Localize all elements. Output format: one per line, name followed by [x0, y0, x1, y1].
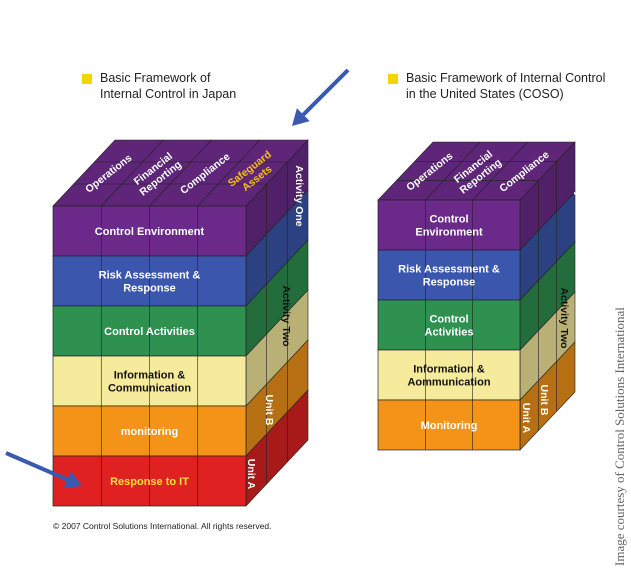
japan-side-label-text: Unit A: [245, 459, 257, 490]
japan-layer-label: Communication: [108, 382, 191, 394]
coso-layer-3: [377, 349, 521, 401]
coso-layer-4: [377, 399, 521, 451]
coso-layer-label: Response: [423, 276, 476, 288]
legend-coso: Basic Framework of Internal Control in t…: [388, 70, 605, 102]
coso-layer-1: [377, 249, 521, 301]
legend-swatch: [82, 74, 92, 84]
coso-layer-2: [377, 299, 521, 351]
japan-side-label-text: Activity Two: [280, 285, 292, 346]
legend-swatch: [388, 74, 398, 84]
legend-japan: Basic Framework of Internal Control in J…: [82, 70, 236, 102]
japan-side-label-text: Unit B: [263, 395, 275, 426]
coso-side-label: Unit B: [538, 385, 550, 416]
japan-layer-label: monitoring: [121, 426, 178, 438]
japan-side-label: Activity One: [293, 165, 305, 226]
japan-top-grid: [197, 139, 260, 207]
japan-top-grid: [149, 139, 212, 207]
legend-japan-text: Basic Framework of Internal Control in J…: [100, 71, 237, 101]
legend-coso-text: Basic Framework of Internal Control in t…: [406, 71, 606, 101]
coso-layer-label: Aommunication: [407, 376, 490, 388]
coso-side-label-text: Activity One: [573, 159, 585, 220]
coso-layer-0: [377, 199, 521, 251]
japan-side-label: Unit A: [245, 459, 257, 490]
arrow-top-shaft: [301, 68, 350, 117]
coso-layer-label: Environment: [415, 226, 483, 238]
image-credit: Image courtesy of Control Solutions Inte…: [612, 307, 627, 566]
japan-layer-label: Information &: [114, 369, 186, 381]
japan-layer-label: Response: [123, 282, 176, 294]
coso-layer-label: Activities: [425, 326, 474, 338]
arrow-bottom-head: [63, 471, 82, 488]
coso-layer-label: Risk Assessment &: [398, 263, 500, 275]
coso-side-label-text: Unit A: [520, 403, 532, 434]
coso-side-label-text: Unit B: [538, 385, 550, 416]
arrow-bottom-shaft: [5, 451, 69, 482]
coso-top-grid: [472, 141, 528, 201]
japan-side-label: Unit B: [263, 395, 275, 426]
coso-layer-label: Information &: [413, 363, 485, 375]
copyright-note: © 2007 Control Solutions International. …: [53, 521, 272, 531]
japan-layer-label: Control Environment: [95, 226, 205, 238]
japan-layer-label: Control Activities: [104, 326, 195, 338]
japan-layer-label: Risk Assessment &: [99, 269, 201, 281]
coso-side-label-text: Activity Two: [558, 287, 570, 348]
coso-layer-label: Monitoring: [421, 420, 478, 432]
arrow-top-head: [292, 108, 310, 126]
coso-layer-label: Control: [429, 213, 468, 225]
coso-side-label: Unit A: [520, 403, 532, 434]
japan-layer-label: Response to IT: [110, 476, 189, 488]
japan-side-label-text: Activity One: [293, 165, 305, 226]
coso-layer-label: Control: [429, 313, 468, 325]
japan-top-grid: [101, 139, 164, 207]
japan-side-label: Activity Two: [280, 285, 292, 346]
coso-top-grid: [425, 141, 481, 201]
coso-side-label: Activity One: [573, 159, 585, 220]
coso-side-label: Activity Two: [558, 287, 570, 348]
